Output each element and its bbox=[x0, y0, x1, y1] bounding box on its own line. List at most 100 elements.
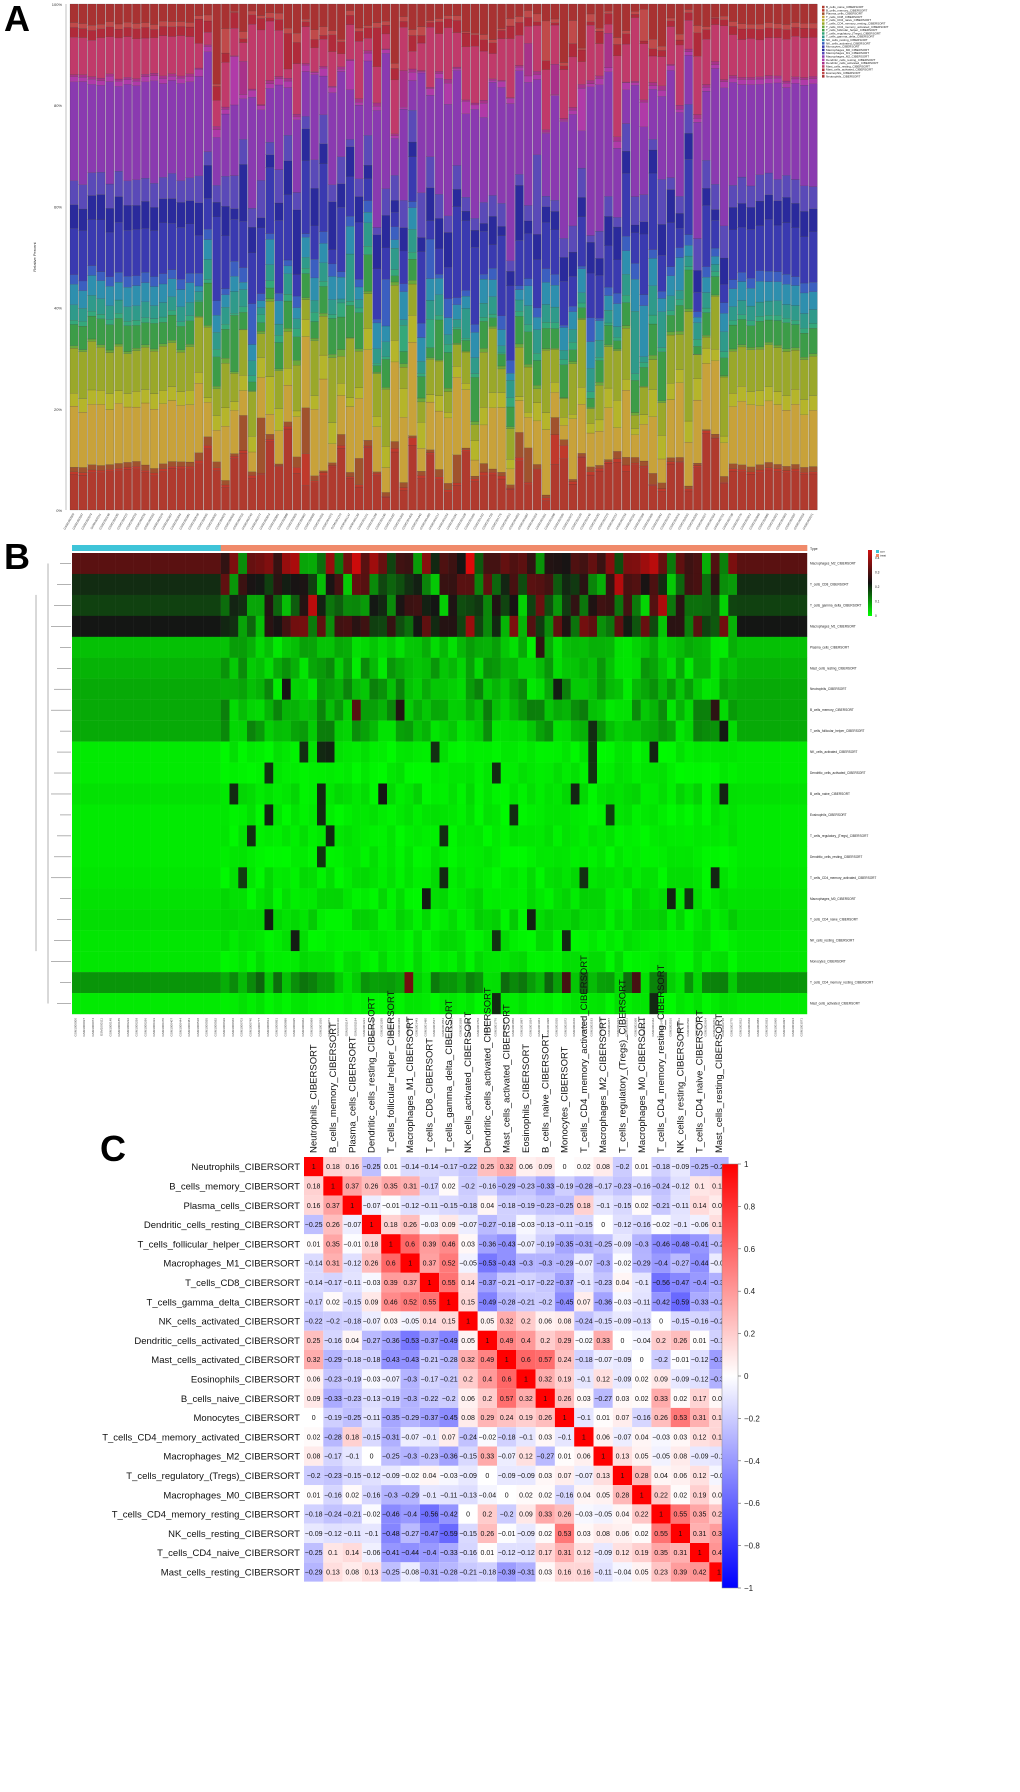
panel-b-group-annotation-cell bbox=[124, 545, 134, 551]
panel-b-heatmap-cell bbox=[702, 993, 711, 1015]
panel-a-legend-swatch bbox=[822, 48, 825, 52]
panel-b-heatmap-cell bbox=[142, 553, 151, 575]
panel-a-bar-segment bbox=[345, 253, 355, 302]
panel-b-heatmap-cell bbox=[72, 699, 81, 721]
panel-b-column-label: GSM1001850 bbox=[511, 1018, 515, 1037]
panel-b-heatmap-cell bbox=[352, 678, 361, 700]
panel-b-heatmap-cell bbox=[369, 804, 379, 826]
panel-b-heatmap-cell bbox=[378, 825, 388, 847]
panel-b-heatmap-cell bbox=[203, 930, 213, 952]
panel-a-bar-segment bbox=[532, 74, 542, 80]
panel-a-bar-segment bbox=[399, 250, 408, 284]
panel-b-heatmap-cell bbox=[763, 825, 773, 847]
panel-b-heatmap-cell bbox=[124, 846, 134, 868]
panel-b-heatmap-cell bbox=[212, 553, 221, 575]
panel-a-bar-segment bbox=[363, 200, 373, 213]
panel-a-bar-segment bbox=[78, 398, 88, 413]
panel-b-heatmap-cell bbox=[107, 972, 116, 994]
panel-a-bar-segment bbox=[248, 88, 257, 91]
panel-a-bar-segment bbox=[657, 85, 667, 91]
panel-b-heatmap-cell bbox=[632, 930, 641, 952]
panel-b-column-label: GSM1002590 bbox=[686, 1018, 690, 1037]
panel-b-heatmap-cell bbox=[623, 951, 633, 973]
panel-a-bar-segment bbox=[301, 233, 310, 238]
panel-b-heatmap-cell bbox=[649, 846, 659, 868]
panel-a-bar-segment bbox=[123, 325, 132, 352]
panel-a-bar-segment bbox=[105, 469, 114, 472]
panel-b-heatmap-cell bbox=[308, 594, 318, 617]
panel-b-heatmap-cell bbox=[754, 594, 764, 617]
panel-a-bar-segment bbox=[773, 471, 782, 511]
panel-a-bar-segment bbox=[452, 206, 462, 298]
panel-a-bar-segment bbox=[541, 500, 551, 511]
panel-b-heatmap-cell bbox=[640, 930, 650, 952]
panel-c-cell-value: 0.08 bbox=[596, 1531, 610, 1538]
panel-b-heatmap-cell bbox=[465, 699, 475, 721]
panel-a-bar-segment bbox=[141, 271, 150, 283]
panel-b-heatmap-cell bbox=[728, 741, 738, 763]
panel-b-heatmap-cell bbox=[588, 825, 598, 847]
panel-a-bar-segment bbox=[372, 348, 382, 364]
panel-b-heatmap-cell bbox=[745, 867, 755, 889]
panel-a-bar-segment bbox=[755, 225, 765, 271]
panel-b-heatmap-cell bbox=[745, 783, 755, 805]
panel-b-heatmap-cell bbox=[299, 615, 309, 638]
panel-a-bar-segment bbox=[69, 345, 79, 349]
panel-a-bar-segment bbox=[221, 307, 230, 325]
panel-c-matrix-cell bbox=[535, 1272, 555, 1293]
panel-c-cell-value: −0.15 bbox=[459, 1531, 477, 1538]
panel-a-bar-segment bbox=[230, 28, 239, 56]
panel-b-group-annotation-cell bbox=[264, 545, 274, 551]
panel-b-heatmap-cell bbox=[177, 678, 186, 700]
panel-a-bar-segment bbox=[212, 86, 221, 101]
panel-a-bar-segment bbox=[426, 347, 435, 358]
panel-b-heatmap-cell bbox=[702, 867, 711, 889]
panel-a-bar-segment bbox=[622, 43, 631, 83]
panel-c-cell-value: 0.13 bbox=[712, 1183, 726, 1190]
panel-b-heatmap-cell bbox=[702, 909, 711, 931]
panel-c-matrix-cell bbox=[670, 1407, 690, 1428]
panel-b-heatmap-cell bbox=[780, 573, 790, 596]
panel-b-heatmap-cell bbox=[168, 783, 178, 805]
panel-b-heatmap-cell bbox=[404, 972, 414, 994]
panel-a-bar-segment bbox=[791, 350, 800, 390]
panel-b-heatmap-cell bbox=[422, 972, 431, 994]
panel-b-heatmap-cell bbox=[290, 783, 300, 805]
panel-b-heatmap-cell bbox=[107, 993, 116, 1015]
panel-b-heatmap-cell bbox=[745, 553, 755, 575]
panel-a-bar-segment bbox=[809, 78, 818, 84]
panel-c-cell-value: 0.37 bbox=[345, 1183, 359, 1190]
panel-a-bar-segment bbox=[755, 78, 765, 85]
panel-b-heatmap-cell bbox=[334, 972, 344, 994]
panel-b-heatmap-cell bbox=[150, 888, 160, 910]
panel-b-heatmap-cell bbox=[325, 909, 335, 931]
panel-b-heatmap-cell bbox=[80, 993, 90, 1015]
panel-b-heatmap-cell bbox=[684, 783, 694, 805]
panel-a-bar-segment bbox=[158, 468, 168, 472]
panel-b-heatmap-cell bbox=[317, 825, 326, 847]
panel-b-heatmap-cell bbox=[640, 972, 650, 994]
panel-b-heatmap-cell bbox=[667, 804, 676, 826]
panel-b-heatmap-cell bbox=[229, 783, 239, 805]
panel-b-heatmap-cell bbox=[247, 783, 256, 805]
panel-b-heatmap-cell bbox=[387, 553, 396, 575]
panel-b-heatmap-cell bbox=[535, 972, 545, 994]
panel-b-heatmap-cell bbox=[658, 573, 668, 596]
panel-a-bar-segment bbox=[613, 148, 622, 218]
panel-b-heatmap-cell bbox=[98, 699, 108, 721]
panel-b-heatmap-cell bbox=[325, 783, 335, 805]
panel-b-heatmap-cell bbox=[343, 699, 353, 721]
panel-b-heatmap-cell bbox=[474, 741, 484, 763]
panel-b-heatmap-cell bbox=[72, 573, 81, 596]
panel-b-heatmap-cell bbox=[395, 636, 405, 658]
panel-c-matrix-cell bbox=[361, 1485, 382, 1505]
panel-a-bar-segment bbox=[497, 365, 506, 370]
panel-b-heatmap-cell bbox=[457, 951, 466, 973]
panel-b-heatmap-cell bbox=[273, 846, 283, 868]
panel-b-heatmap-cell bbox=[457, 888, 466, 910]
panel-b-group-annotation-cell bbox=[334, 545, 344, 551]
panel-a-bar-segment bbox=[212, 461, 221, 468]
panel-a-bar-segment bbox=[274, 300, 284, 325]
panel-b-heatmap-cell bbox=[605, 678, 615, 700]
panel-b-heatmap-cell bbox=[457, 720, 466, 742]
